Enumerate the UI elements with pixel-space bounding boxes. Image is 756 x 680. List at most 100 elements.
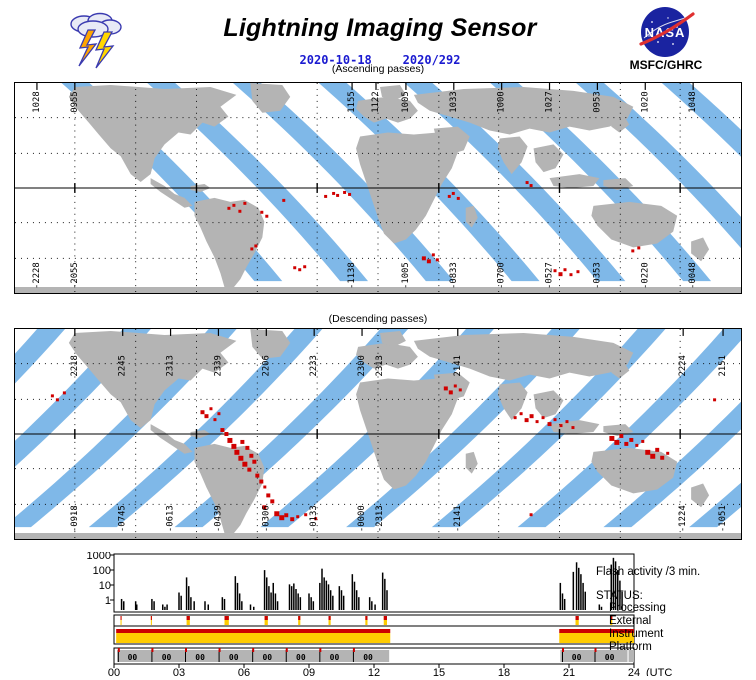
processing-mark-top [575,616,579,620]
orbit-marker: 00 [229,653,239,662]
processing-mark-top [365,616,368,620]
orbit-start-tick [117,648,120,652]
orbit-marker: 00 [262,653,272,662]
svg-text:10: 10 [99,580,111,592]
processing-mark-top [186,616,190,620]
svg-text:21: 21 [563,667,575,676]
processing-mark-top [120,616,122,620]
status-instrument-bars [116,633,634,643]
status-platform-bars: 00 00 00 00 00 00 00 00 00 00 [117,648,634,662]
descending-edge-ticks [74,329,724,336]
svg-text:100: 100 [93,565,111,577]
flash-y-axis: 1000 100 10 1 [87,552,111,607]
date-row: 2020-10-18 2020/292 [150,51,610,69]
svg-text:1033: 1033 [449,91,459,112]
svg-text:2141: 2141 [453,355,463,376]
descending-map-canvas: 2218 2245 2313 2339 2206 2233 2300 2313 … [15,329,741,539]
day-of-year: 2020/292 [402,53,461,67]
page-title: Lightning Imaging Sensor [223,14,537,42]
processing-mark-top [383,616,387,620]
svg-text:-1224: -1224 [678,505,688,532]
svg-text:2339: 2339 [213,355,223,376]
external-bar [559,629,634,633]
svg-text:-2228: -2228 [32,262,42,289]
processing-mark [383,616,387,625]
nasa-meatball-icon: NASA [639,7,695,57]
status-header: STATUS: [596,590,643,602]
svg-text:09: 09 [303,667,315,676]
equator-ticks [74,429,681,439]
svg-text:2313: 2313 [166,355,176,376]
lightning-flash-points [227,181,641,277]
svg-text:-0745: -0745 [118,505,128,532]
status-label-external: External [609,615,652,627]
svg-text:-0133: -0133 [309,505,319,532]
svg-text:-0918: -0918 [70,505,80,532]
svg-text:2224: 2224 [678,355,688,376]
orbit-start-tick [319,648,322,652]
descending-bottom-labels: -0918 -0745 -0613 -0439 -0306 -0133 -000… [70,505,728,532]
status-label-processing: Processing [609,602,666,614]
svg-text:1027: 1027 [544,91,554,112]
processing-mark [610,616,613,625]
orbit-marker: 00 [330,653,340,662]
ascending-bottom-labels: -2228 -2055 -1138 -1005 -0833 -0700 -052… [32,262,698,289]
ascending-passes-caption: (Ascending passes) [331,63,425,75]
svg-text:-2141: -2141 [453,505,463,532]
svg-text:-0613: -0613 [166,505,176,532]
chart-legend: Flash activity /3 min. STATUS: Processin… [596,566,756,654]
processing-mark [150,616,152,625]
flash-activity-panel: 1000 100 10 1 00 00 00 00 00 00 00 00 00 [86,552,672,676]
svg-text:1: 1 [105,595,111,607]
processing-mark-top [264,616,268,620]
svg-text:2300: 2300 [357,355,367,376]
processing-mark [365,616,368,625]
agency-label: MSFC/GHRC [629,58,703,72]
orbit-marker: 00 [605,653,615,662]
thunderstorm-icon [70,12,122,69]
map-descending-passes: 2218 2245 2313 2339 2206 2233 2300 2313 … [14,328,742,540]
flash-activity-label: Flash activity /3 min. [596,566,701,578]
ascending-map-canvas: 1028 0955 1155 1122 1005 1033 1000 1027 … [15,83,741,293]
graticule [15,83,741,293]
svg-text:2313: 2313 [375,355,385,376]
flash-activity-chart: 1000 100 10 1 00 00 00 00 00 00 00 00 00 [87,552,672,676]
svg-text:1020: 1020 [640,91,650,112]
orbit-marker: 00 [363,653,373,662]
orbit-marker: 00 [195,653,205,662]
svg-text:-0306: -0306 [261,505,271,532]
svg-text:-1005: -1005 [401,262,411,289]
flash-plot-frame [113,553,635,613]
orbit-start-tick [252,648,255,652]
instrument-bar [559,633,634,643]
status-label-platform: Platform [609,641,652,653]
svg-text:-0220: -0220 [640,262,650,289]
svg-text:2245: 2245 [118,355,128,376]
svg-text:1048: 1048 [688,91,698,112]
orbit-start-tick [151,648,154,652]
svg-text:-2313: -2313 [375,505,385,532]
descending-top-labels: 2218 2245 2313 2339 2206 2233 2300 2313 … [70,355,728,376]
svg-text:-2055: -2055 [70,262,80,289]
svg-text:1000: 1000 [87,552,111,562]
orbit-start-tick [285,648,288,652]
svg-text:1028: 1028 [32,91,42,112]
svg-text:1122: 1122 [371,91,381,112]
lightning-flash-points [50,384,717,522]
external-bar [116,629,391,633]
instrument-bar [116,633,391,643]
svg-text:2151: 2151 [718,355,728,376]
svg-text:-0527: -0527 [544,262,554,289]
map-ascending-passes: 1028 0955 1155 1122 1005 1033 1000 1027 … [14,82,742,294]
svg-text:2206: 2206 [261,355,271,376]
status-external-bars [116,629,634,633]
utc-unit-label: (UTC) [646,667,672,676]
orbit-marker: 00 [128,653,138,662]
svg-text:06: 06 [238,667,250,676]
orbit-marker: 00 [296,653,306,662]
svg-text:-1138: -1138 [347,262,357,289]
flash-y-ticks [110,554,114,601]
equator-ticks [74,183,681,193]
processing-mark-top [150,616,152,620]
svg-text:1155: 1155 [347,91,357,112]
